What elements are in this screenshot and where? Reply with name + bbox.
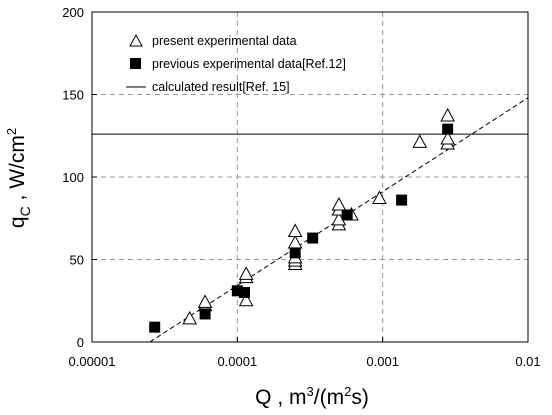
legend-label-previous: previous experimental data[Ref.12] xyxy=(152,57,346,71)
present-data-point xyxy=(331,197,347,211)
present-data-point xyxy=(197,294,213,308)
present-data-point xyxy=(440,107,455,122)
previous-data-point xyxy=(199,308,211,320)
data-points xyxy=(149,107,455,333)
previous-data-point xyxy=(231,285,243,297)
grid xyxy=(92,12,528,342)
x-axis-title: Q , m3/(m2s) xyxy=(255,384,369,409)
legend-label-present: present experimental data xyxy=(152,34,297,48)
y-tick-label: 50 xyxy=(70,253,84,268)
y-tick-label: 0 xyxy=(77,335,84,350)
x-tick-label: 0.00001 xyxy=(69,354,116,369)
x-tick-label: 0.01 xyxy=(515,354,540,369)
previous-data-point xyxy=(442,123,454,135)
x-tick-label: 0.001 xyxy=(366,354,399,369)
present-data-point xyxy=(287,234,303,249)
legend-label-calculated: calculated result[Ref. 15] xyxy=(152,80,290,94)
y-tick-label: 150 xyxy=(62,88,84,103)
previous-data-point xyxy=(341,209,353,221)
y-tick-label: 200 xyxy=(62,5,84,20)
series-lines xyxy=(92,97,529,343)
present-data-point xyxy=(238,266,254,280)
present-data-point xyxy=(182,310,198,325)
x-tick-label: 0.0001 xyxy=(217,354,257,369)
tick-labels: 0.00001 0.0001 0.001 0.01 0 50 100 150 200 xyxy=(62,5,540,369)
legend-square-marker xyxy=(130,58,141,69)
y-axis-title: qC , W/cm2 xyxy=(4,128,33,228)
previous-data-point xyxy=(289,247,301,259)
present-data-point xyxy=(412,134,428,148)
previous-data-point xyxy=(149,321,161,333)
present-data-point xyxy=(287,223,303,237)
present-data-point xyxy=(238,292,254,307)
legend-item-present: present experimental data xyxy=(129,33,297,48)
legend-triangle-marker xyxy=(129,33,143,47)
present-data-point xyxy=(372,190,387,204)
legend-item-previous: previous experimental data[Ref.12] xyxy=(130,57,346,71)
present-data-point xyxy=(440,131,455,145)
previous-data-point xyxy=(238,287,250,298)
previous-data-point xyxy=(396,194,408,206)
previous-data-point xyxy=(307,232,319,244)
legend: present experimental data previous exper… xyxy=(126,33,346,94)
legend-item-calculated: calculated result[Ref. 15] xyxy=(126,80,290,94)
y-tick-label: 100 xyxy=(62,170,84,185)
